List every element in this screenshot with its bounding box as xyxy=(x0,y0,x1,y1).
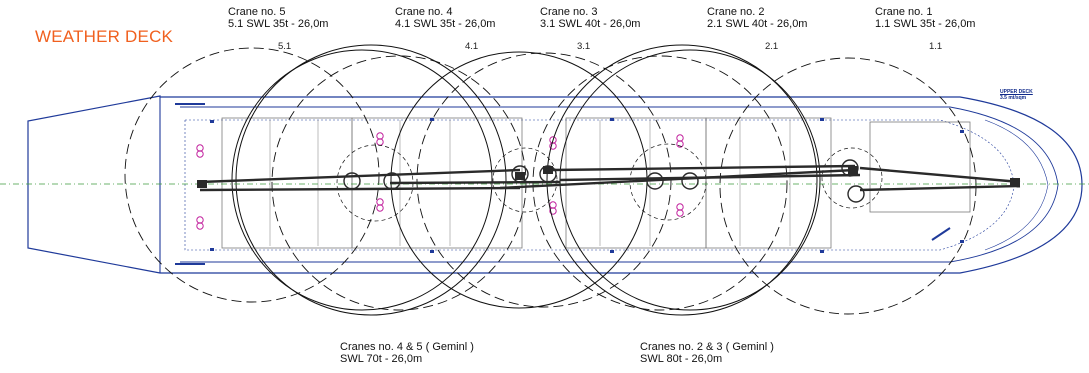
boom-tip-3 xyxy=(543,166,553,174)
crane-boom-5 xyxy=(559,173,861,182)
hatch-cover-4 xyxy=(705,117,832,249)
crane-4-spec: 4.1 SWL 35t - 26,0m xyxy=(395,18,496,30)
pedestal-marker-lower-3 xyxy=(676,140,684,148)
mooring-fitting-fwd xyxy=(931,227,951,241)
deck-fitting-4 xyxy=(430,250,434,253)
pedestal-marker-lower-8 xyxy=(196,222,204,230)
boom-tip-1 xyxy=(197,180,207,188)
crane-3-name: Crane no. 3 xyxy=(540,6,598,18)
pedestal-marker-lower-7 xyxy=(196,150,204,158)
pedestal-marker-4 xyxy=(676,203,684,211)
crane-5-name: Crane no. 5 xyxy=(228,6,286,18)
tandem-23-label: Cranes no. 2 & 3 ( Geminl ) SWL 80t - 26… xyxy=(640,341,774,365)
pedestal-marker-lower-6 xyxy=(549,207,557,215)
radius-label-2-1: 2.1 xyxy=(765,41,779,52)
pedestal-marker-lower-1 xyxy=(376,138,384,146)
deck-fitting-9 xyxy=(960,130,964,133)
hull-outline xyxy=(27,95,1083,274)
deck-fitting-7 xyxy=(820,118,824,121)
radius-label-4-1: 4.1 xyxy=(465,41,479,52)
tandem-45-label: Cranes no. 4 & 5 ( Geminl ) SWL 70t - 26… xyxy=(340,341,474,365)
deck-fitting-10 xyxy=(960,240,964,243)
tandem-45-spec: SWL 70t - 26,0m xyxy=(340,353,423,365)
outreach-circle-3 xyxy=(416,52,672,308)
crane-1-label: Crane no. 1 1.1 SWL 35t - 26,0m xyxy=(875,6,975,30)
crane-2-spec: 2.1 SWL 40t - 26,0m xyxy=(707,18,808,30)
upper-deck-note: UPPER DECK 3.5 mt/sqm xyxy=(1000,89,1033,101)
upper-deck-title: UPPER DECK xyxy=(1000,89,1033,95)
slewing-circle-4 xyxy=(821,147,883,209)
crane-2-label: Crane no. 2 2.1 SWL 40t - 26,0m xyxy=(707,6,807,30)
crane-3-label: Crane no. 3 3.1 SWL 40t - 26,0m xyxy=(540,6,640,30)
boom-tip-4 xyxy=(848,166,858,174)
radius-label-5-1: 5.1 xyxy=(278,41,292,52)
crane-boom-6 xyxy=(859,166,1021,184)
crane-5-label: Crane no. 5 5.1 SWL 35t - 26,0m xyxy=(228,6,328,30)
deck-fitting-6 xyxy=(610,250,614,253)
crane-1-name: Crane no. 1 xyxy=(875,6,933,18)
deck-fitting-3 xyxy=(430,118,434,121)
crane-house-8 xyxy=(847,185,865,203)
crane-4-label: Crane no. 4 4.1 SWL 35t - 26,0m xyxy=(395,6,495,30)
crane-boom-3 xyxy=(551,164,856,172)
tandem-23-name: Cranes no. 2 & 3 ( Geminl ) xyxy=(640,341,774,353)
coaming-line xyxy=(184,119,1015,251)
crane-4-name: Crane no. 4 xyxy=(395,6,453,18)
radius-label-1-1: 1.1 xyxy=(929,41,943,52)
pedestal-marker-lower-2 xyxy=(376,204,384,212)
crane-3-spec: 3.1 SWL 40t - 26,0m xyxy=(540,18,641,30)
pedestal-marker-lower-4 xyxy=(676,209,684,217)
outreach-circle-5 xyxy=(124,47,380,303)
crane-2-name: Crane no. 2 xyxy=(707,6,765,18)
deck-fitting-8 xyxy=(820,250,824,253)
pedestal-marker-7 xyxy=(196,144,204,152)
slewing-circle-2 xyxy=(492,147,558,213)
working-circle-5 xyxy=(546,44,818,316)
pedestal-marker-3 xyxy=(676,134,684,142)
tandem-23-spec: SWL 80t - 26,0m xyxy=(640,353,723,365)
crane-boom-1 xyxy=(199,168,521,184)
boom-tip-5 xyxy=(1010,178,1020,186)
deck-edge-line xyxy=(180,106,1059,263)
boom-tip-2 xyxy=(515,172,525,180)
crane-5-spec: 5.1 SWL 35t - 26,0m xyxy=(228,18,329,30)
pedestal-marker-1 xyxy=(376,132,384,140)
upper-deck-load: 3.5 mt/sqm xyxy=(1000,95,1027,101)
crane-1-spec: 1.1 SWL 35t - 26,0m xyxy=(875,18,976,30)
deck-fitting-5 xyxy=(610,118,614,121)
crane-boom-2 xyxy=(199,186,521,192)
pedestal-marker-2 xyxy=(376,198,384,206)
pedestal-marker-6 xyxy=(549,201,557,209)
crane-boom-7 xyxy=(859,184,1021,192)
crane-house-6 xyxy=(681,172,699,190)
pedestal-marker-8 xyxy=(196,216,204,224)
crane-boom-8 xyxy=(389,180,561,185)
radius-label-3-1: 3.1 xyxy=(577,41,591,52)
pedestal-marker-lower-5 xyxy=(549,142,557,150)
hatch-cover-5 xyxy=(869,121,971,213)
tandem-45-name: Cranes no. 4 & 5 ( Geminl ) xyxy=(340,341,474,353)
deck-fitting-1 xyxy=(210,120,214,123)
bow-arc-inner xyxy=(984,119,1049,251)
page-title: WEATHER DECK xyxy=(35,27,174,46)
deck-fitting-2 xyxy=(210,248,214,251)
outreach-circle-2 xyxy=(532,55,788,311)
